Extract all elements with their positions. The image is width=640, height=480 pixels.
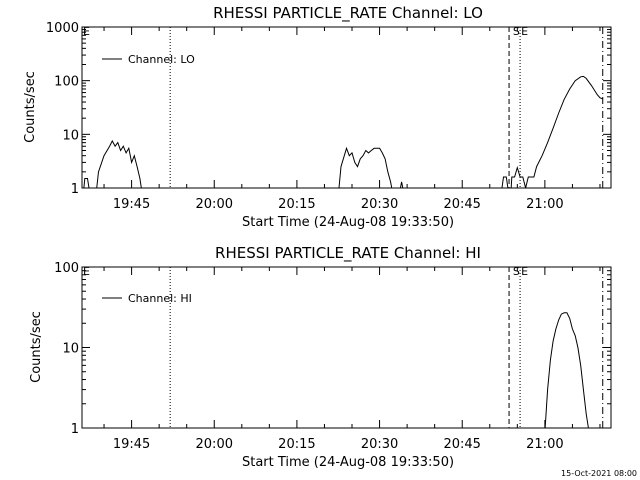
x-tick-label: 20:30	[361, 437, 398, 452]
y-axis-label: Counts/sec	[23, 71, 38, 143]
x-tick-label: 19:45	[113, 197, 150, 212]
series-line	[338, 146, 393, 188]
y-tick-label: 10	[62, 342, 79, 357]
plot-frame	[81, 26, 612, 189]
chart-title: RHESSI PARTICLE_RATE Channel: HI	[215, 244, 481, 263]
series-line	[399, 181, 404, 188]
x-tick-label: 19:45	[113, 437, 150, 452]
series-line	[544, 312, 589, 428]
chart-hi: RHESSI PARTICLE_RATE Channel: HI Start T…	[29, 244, 612, 470]
marker-E: E	[83, 265, 90, 278]
chart-lo: RHESSI PARTICLE_RATE Channel: LO Start T…	[23, 4, 612, 230]
x-tick-label: 21:00	[526, 197, 563, 212]
x-tick-label: 20:00	[196, 437, 233, 452]
y-tick-label: 100	[54, 75, 79, 90]
x-tick-label: 20:45	[443, 197, 480, 212]
timestamp: 15-Oct-2021 08:00	[561, 469, 637, 478]
x-axis-label: Start Time (24-Aug-08 19:33:50)	[242, 215, 454, 230]
x-tick-label: 20:15	[278, 437, 315, 452]
legend-label: Channel: HI	[128, 292, 192, 305]
x-tick-label: 21:00	[526, 437, 563, 452]
y-tick-label: 10	[62, 128, 79, 143]
chart-title: RHESSI PARTICLE_RATE Channel: LO	[213, 4, 483, 23]
x-tick-label: 20:45	[443, 437, 480, 452]
y-tick-label: 1	[71, 182, 79, 197]
series-line	[96, 139, 142, 188]
x-axis-label: Start Time (24-Aug-08 19:33:50)	[242, 455, 454, 470]
y-tick-label: 100	[54, 261, 79, 276]
marker-E: E	[83, 25, 90, 38]
series-line	[501, 176, 509, 188]
marker-S: S	[513, 25, 520, 38]
y-axis-label: Counts/sec	[29, 311, 44, 383]
y-tick-label: 1000	[46, 21, 79, 36]
series-line	[83, 178, 90, 188]
x-tick-label: 20:15	[278, 197, 315, 212]
x-tick-label: 20:30	[361, 197, 398, 212]
marker-S: S	[513, 265, 520, 278]
marker-E: E	[521, 25, 528, 38]
y-tick-label: 1	[71, 422, 79, 437]
series-line	[510, 75, 603, 188]
marker-E: E	[521, 265, 528, 278]
legend-label: Channel: LO	[128, 53, 195, 66]
x-tick-label: 20:00	[196, 197, 233, 212]
